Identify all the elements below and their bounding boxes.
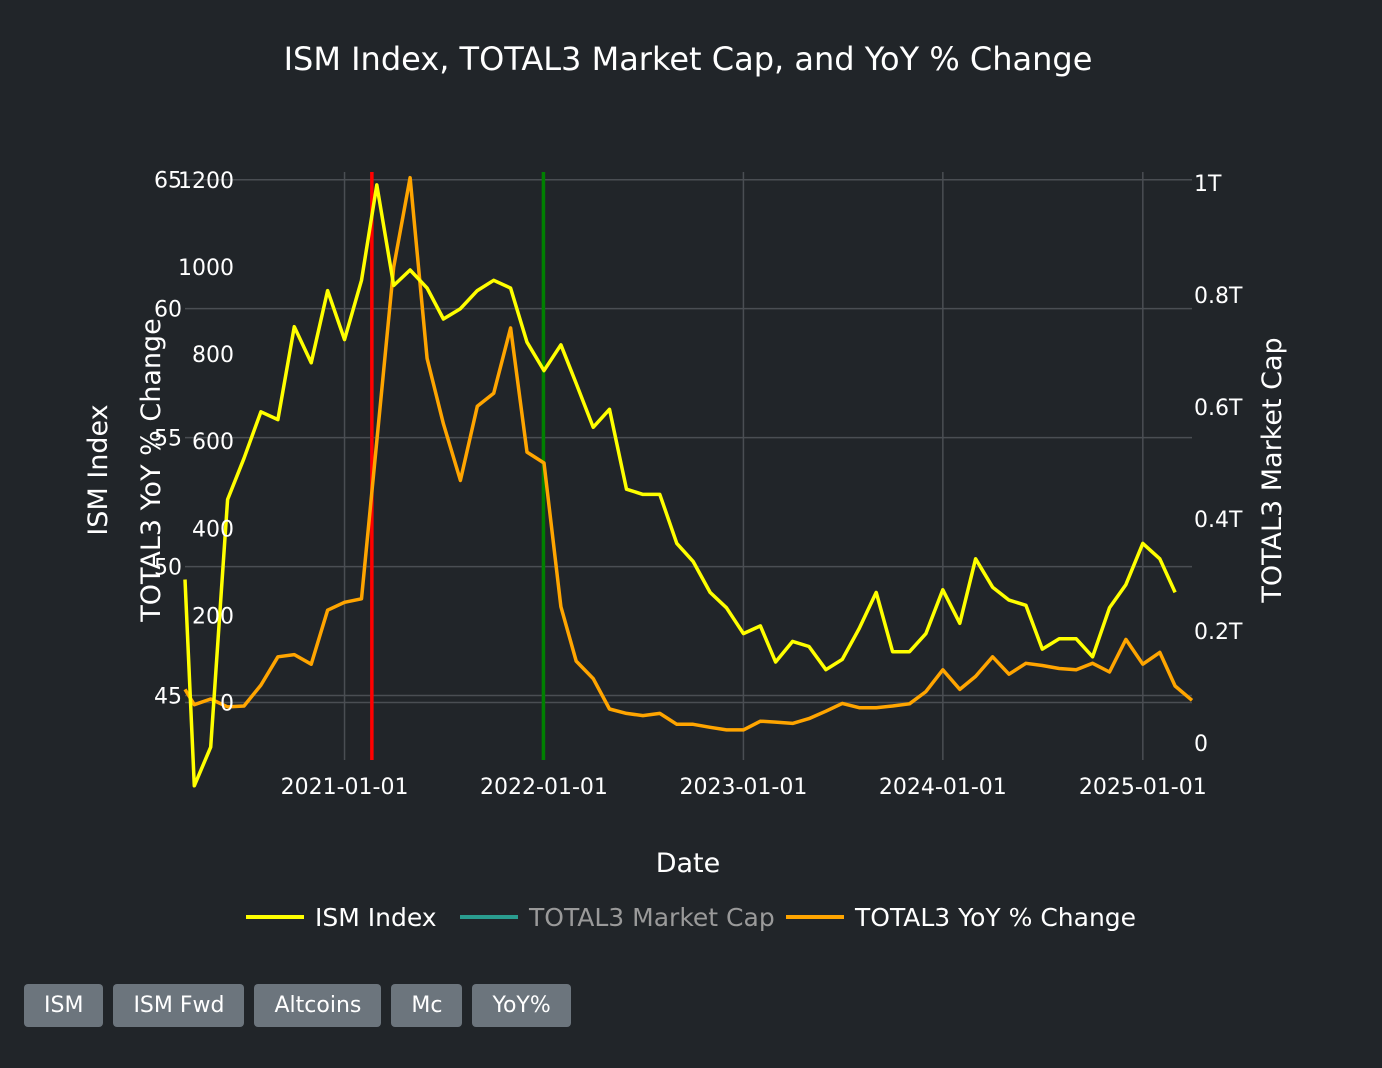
x-axis-title: Date xyxy=(656,848,721,879)
ism-button[interactable]: ISM xyxy=(24,984,103,1027)
x-tick-label: 2024-01-01 xyxy=(879,775,1007,800)
yoy-tick-label: 600 xyxy=(192,430,234,455)
x-tick-label: 2025-01-01 xyxy=(1079,775,1207,800)
legend: ISM Index TOTAL3 Market Cap TOTAL3 YoY %… xyxy=(246,903,1136,932)
legend-item-total3-yoy[interactable]: TOTAL3 YoY % Change xyxy=(786,903,1136,932)
ism-axis-title: ISM Index xyxy=(83,404,114,535)
legend-label-total3-yoy: TOTAL3 YoY % Change xyxy=(854,903,1136,932)
series-layer xyxy=(185,178,1192,786)
legend-item-ism[interactable]: ISM Index xyxy=(246,903,437,932)
mcap-tick-label: 0.2T xyxy=(1194,620,1243,645)
yoy-button[interactable]: YoY% xyxy=(472,984,570,1027)
yoy-tick-label: 800 xyxy=(192,343,234,368)
tick-layer: 2021-01-01 2022-01-01 2023-01-01 2024-01-01… xyxy=(154,169,1243,800)
chart-container: 2021-01-01 2022-01-01 2023-01-01 2024-01-01… xyxy=(0,0,1382,960)
chart-title: ISM Index, TOTAL3 Market Cap, and YoY % … xyxy=(284,40,1093,78)
mcap-tick-label: 1T xyxy=(1194,172,1222,197)
legend-label-total3-mcap: TOTAL3 Market Cap xyxy=(528,903,775,932)
legend-item-total3-mcap[interactable]: TOTAL3 Market Cap xyxy=(460,903,775,932)
mcap-tick-label: 0 xyxy=(1194,732,1208,757)
yoy-axis-title: TOTAL3 YoY % Change xyxy=(136,318,167,623)
altcoins-button[interactable]: Altcoins xyxy=(254,984,381,1027)
yoy-tick-label: 400 xyxy=(192,517,234,542)
legend-label-ism: ISM Index xyxy=(315,903,437,932)
yoy-tick-label: 1000 xyxy=(178,256,234,281)
x-tick-label: 2023-01-01 xyxy=(679,775,807,800)
mcap-tick-label: 0.4T xyxy=(1194,508,1243,533)
x-tick-label: 2021-01-01 xyxy=(281,775,409,800)
button-row: ISM ISM Fwd Altcoins Mc YoY% xyxy=(24,984,571,1027)
chart-svg: 2021-01-01 2022-01-01 2023-01-01 2024-01-01… xyxy=(0,0,1382,960)
mc-button[interactable]: Mc xyxy=(391,984,462,1027)
mcap-tick-label: 0.6T xyxy=(1194,396,1243,421)
ism-fwd-button[interactable]: ISM Fwd xyxy=(113,984,244,1027)
yoy-tick-label: 0 xyxy=(220,692,234,717)
x-tick-label: 2022-01-01 xyxy=(480,775,608,800)
yoy-tick-label: 1200 xyxy=(178,169,234,194)
ism-tick-label: 45 xyxy=(154,685,182,710)
mcap-axis-title: TOTAL3 Market Cap xyxy=(1257,337,1288,603)
yoy-tick-label: 200 xyxy=(192,604,234,629)
grid-layer xyxy=(185,172,1192,760)
mcap-tick-label: 0.8T xyxy=(1194,284,1243,309)
